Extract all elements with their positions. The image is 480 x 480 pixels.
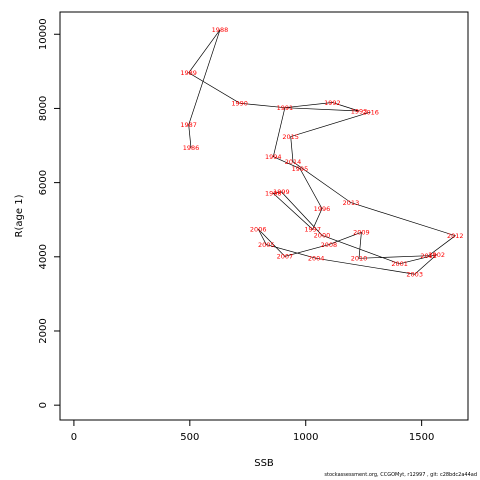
point-label-2002: 2002 <box>428 251 445 259</box>
point-label-2015: 2015 <box>282 133 299 141</box>
point-label-1997: 1997 <box>304 226 321 234</box>
y-tick-label: 6000 <box>38 170 49 195</box>
point-label-2001: 2001 <box>391 260 408 268</box>
plot-frame <box>59 11 469 421</box>
point-label-1991: 1991 <box>277 104 294 112</box>
y-axis-title: R(age 1) <box>14 194 25 237</box>
point-label-2007: 2007 <box>277 253 294 261</box>
point-label-1993: 1993 <box>351 107 368 115</box>
y-tick-label: 10000 <box>38 18 49 50</box>
point-label-2008: 2008 <box>321 241 338 249</box>
point-label-2000: 2000 <box>314 232 331 240</box>
point-label-1998: 1998 <box>265 190 282 198</box>
point-label-1990: 1990 <box>231 100 248 108</box>
point-label-2011: 2011 <box>420 252 437 260</box>
point-label-1987: 1987 <box>180 121 197 129</box>
point-label-1995: 1995 <box>292 165 309 173</box>
point-label-1996: 1996 <box>314 205 331 213</box>
point-label-2014: 2014 <box>285 158 302 166</box>
point-labels: 1986 1987 1988 1989 1990 1991 1992 1993 1994 1995… <box>180 26 463 278</box>
x-tick-label: 0 <box>71 432 77 443</box>
recruitment-path <box>188 29 457 275</box>
y-tick-label: 0 <box>38 402 49 408</box>
y-axis: 0 2000 4000 6000 8000 10000 <box>38 18 61 408</box>
point-label-2012: 2012 <box>447 232 464 240</box>
point-label-2010: 2010 <box>351 255 368 263</box>
x-axis-title: SSB <box>254 458 274 469</box>
point-label-1989: 1989 <box>180 69 197 77</box>
point-label-1999: 1999 <box>273 188 290 196</box>
point-label-1988: 1988 <box>212 26 229 34</box>
series-line <box>188 29 457 275</box>
y-tick-label: 8000 <box>38 96 49 121</box>
x-tick-label: 1500 <box>409 432 434 443</box>
point-label-2003: 2003 <box>406 271 423 279</box>
y-tick-label: 2000 <box>38 318 49 343</box>
footer-credit: stockassessment.org, CCGOMyt, r12997 , g… <box>324 472 477 478</box>
point-label-2006: 2006 <box>250 225 267 233</box>
x-tick-label: 1000 <box>293 432 318 443</box>
x-tick-label: 500 <box>180 432 199 443</box>
y-tick-label: 4000 <box>38 244 49 269</box>
point-label-2009: 2009 <box>353 229 370 237</box>
point-label-2005: 2005 <box>258 241 275 249</box>
point-label-2013: 2013 <box>343 199 360 207</box>
point-label-2004: 2004 <box>308 255 325 263</box>
point-label-1994: 1994 <box>265 153 282 161</box>
point-label-2016: 2016 <box>362 108 379 116</box>
point-label-1992: 1992 <box>324 99 341 107</box>
point-label-1986: 1986 <box>183 144 200 152</box>
x-axis: 0 500 1000 1500 <box>71 419 434 443</box>
